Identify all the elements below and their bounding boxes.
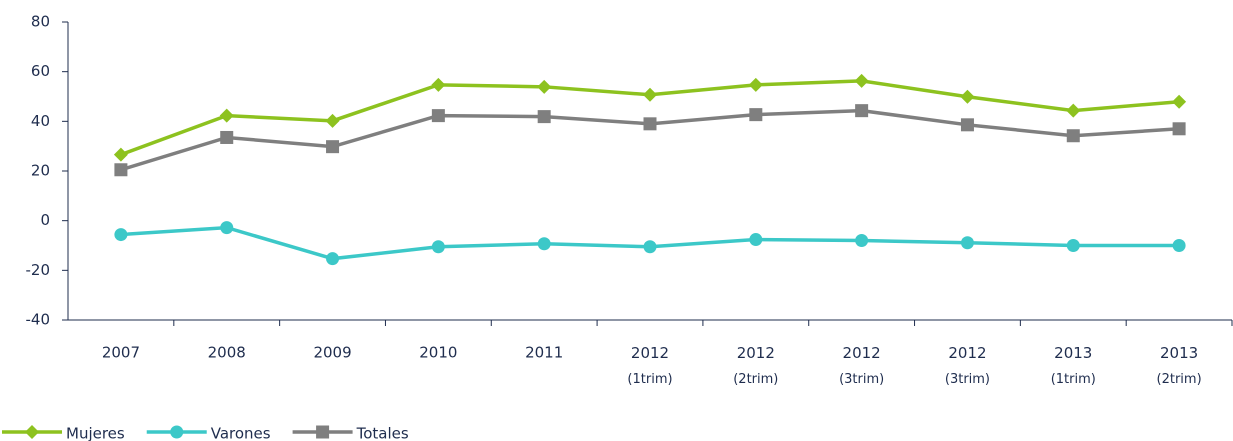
y-tick-label: 80 (31, 13, 50, 31)
data-point (1172, 94, 1187, 109)
x-tick-label: 2012 (3trim) (839, 344, 884, 387)
data-point (854, 73, 869, 88)
data-point (748, 77, 763, 92)
x-tick-label: 2012 (1trim) (627, 344, 672, 387)
x-tick-label: 2013 (1trim) (1051, 344, 1096, 387)
data-point (643, 240, 657, 254)
data-point (220, 130, 234, 144)
data-point (960, 236, 974, 250)
data-point (114, 163, 128, 177)
data-point (114, 228, 128, 242)
legend-marker (316, 425, 330, 439)
data-point (219, 108, 234, 123)
data-point (431, 240, 445, 254)
data-point (643, 117, 657, 131)
legend-marker (170, 425, 184, 439)
data-point (749, 233, 763, 247)
data-point (326, 252, 340, 266)
legend-item: Varones (146, 425, 271, 441)
y-tick-label: 0 (40, 211, 50, 229)
data-point (749, 108, 763, 122)
data-point (1172, 122, 1186, 136)
legend-label: Totales (356, 425, 409, 441)
y-tick-label: 20 (31, 162, 50, 180)
legend-label: Mujeres (66, 425, 125, 441)
data-point (325, 113, 340, 128)
legend-marker (25, 425, 39, 439)
data-point (431, 77, 446, 92)
data-point (220, 221, 234, 235)
x-tick-label: 2008 (208, 344, 246, 362)
data-point (113, 147, 128, 162)
data-point (1066, 129, 1080, 143)
data-point (643, 87, 657, 102)
x-tick-label: 2007 (102, 344, 140, 362)
data-point (537, 79, 552, 94)
data-point (1172, 239, 1186, 252)
data-point (960, 118, 974, 132)
y-tick-label: 40 (31, 112, 50, 130)
y-tick-label: -40 (26, 311, 51, 329)
legend-item: Totales (292, 425, 409, 441)
data-point (1066, 103, 1081, 118)
x-tick-label: 2013 (2trim) (1157, 344, 1202, 387)
x-tick-label: 2009 (313, 344, 351, 362)
y-tick-label: 60 (31, 62, 50, 80)
data-point (537, 237, 551, 251)
x-tick-label: 2012 (2trim) (733, 344, 778, 387)
data-point (537, 110, 551, 124)
data-point (326, 140, 340, 154)
y-tick-label: -20 (26, 261, 51, 279)
legend-item: Mujeres (2, 425, 125, 441)
legend-label: Varones (211, 425, 271, 441)
data-point (960, 89, 975, 104)
x-tick-label: 2010 (419, 344, 457, 362)
data-point (855, 234, 869, 248)
data-point (855, 104, 869, 118)
data-point (1066, 239, 1080, 252)
x-tick-label: 2011 (525, 344, 563, 362)
x-tick-label: 2012 (3trim) (945, 344, 990, 387)
data-point (431, 109, 445, 123)
